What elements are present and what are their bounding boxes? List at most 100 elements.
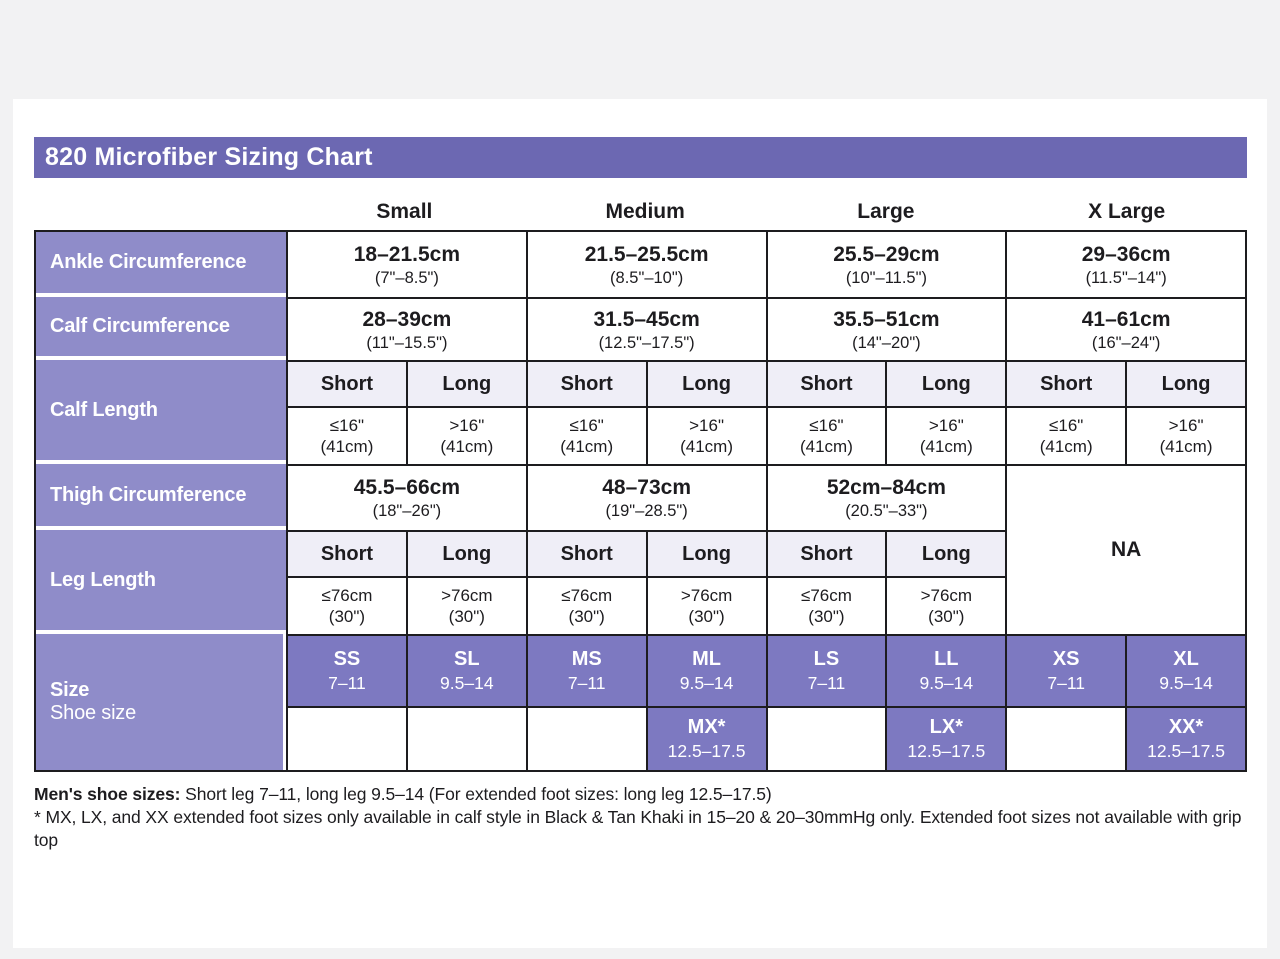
size-code: ML	[692, 648, 721, 670]
cell-thigh-large: 52cm–84cm (20.5"–33")	[765, 464, 1006, 530]
cell-x-large-na: NA	[1005, 464, 1245, 634]
leg-length-subheader-medium-short: Short	[525, 530, 646, 576]
size-code: MS	[571, 648, 602, 670]
cell-calf-circ-medium: 31.5–45cm (12.5"–17.5")	[525, 297, 766, 360]
footnote-shoe-sizes: Men's shoe sizes: Short leg 7–11, long l…	[34, 783, 1247, 806]
cell-size-lx: LX* 12.5–17.5	[885, 706, 1006, 770]
ankle-small-cm: 18–21.5cm	[353, 242, 460, 266]
footnote-shoe-sizes-rest: Short leg 7–11, long leg 9.5–14 (For ext…	[180, 784, 772, 804]
thigh-small-cm: 45.5–66cm	[353, 476, 460, 499]
size-code: SL	[454, 648, 480, 670]
row-label-leg-length: Leg Length	[36, 530, 286, 634]
cell-size-xl: XL 9.5–14	[1125, 634, 1245, 706]
calf-length-note: (41cm)	[1039, 437, 1093, 456]
column-header-x-large: X Large	[1088, 200, 1166, 223]
calf-length-subheader-x-large-long: Long	[1125, 360, 1245, 406]
size-range: 9.5–14	[679, 673, 734, 693]
calf-length-subheader-x-large-short: Short	[1005, 360, 1126, 406]
cell-thigh-medium: 48–73cm (19"–28.5")	[525, 464, 766, 530]
size-label-primary: Size	[50, 679, 90, 701]
leg-length-value: ≤76cm	[800, 586, 852, 605]
cell-calf-circ-small: 28–39cm (11"–15.5")	[286, 297, 526, 360]
calf-length-note: (41cm)	[680, 437, 734, 456]
calf-length-note: (41cm)	[1159, 437, 1213, 456]
leg-length-value: >76cm	[680, 586, 733, 605]
row-label-thigh-circumference: Thigh Circumference	[36, 464, 286, 530]
size-range: 7–11	[1047, 673, 1085, 693]
cell-calf-length-x-large-short: ≤16" (41cm)	[1005, 406, 1126, 464]
size-range: 12.5–17.5	[667, 741, 746, 761]
calf-length-note: (41cm)	[799, 437, 853, 456]
size-code: XS	[1052, 648, 1080, 670]
ankle-x-large-cm: 29–36cm	[1081, 242, 1171, 266]
calf-circ-large-cm: 35.5–51cm	[833, 307, 940, 331]
size-code: MX*	[687, 716, 726, 738]
cell-size-blank	[286, 706, 406, 770]
cell-calf-length-x-large-long: >16" (41cm)	[1125, 406, 1245, 464]
calf-length-value: >16"	[689, 416, 724, 435]
calf-circ-large-in: (14"–20")	[852, 333, 921, 352]
calf-length-value: ≤16"	[569, 416, 604, 435]
cell-leg-length-large-long: >76cm (30")	[885, 576, 1006, 634]
column-header-row: Small Medium Large X Large	[34, 194, 1247, 230]
column-header-medium: Medium	[605, 200, 685, 223]
cell-leg-length-large-short: ≤76cm (30")	[765, 576, 886, 634]
calf-length-subheader-large-long: Long	[885, 360, 1006, 406]
size-range: 7–11	[807, 673, 846, 693]
cell-size-ll: LL 9.5–14	[885, 634, 1006, 706]
calf-length-value: ≤16"	[1049, 416, 1084, 435]
calf-length-subheader-large-short: Short	[765, 360, 886, 406]
size-code: LX*	[929, 716, 963, 738]
size-code: XX*	[1168, 716, 1204, 738]
cell-size-ms: MS 7–11	[525, 634, 646, 706]
ankle-large-cm: 25.5–29cm	[833, 242, 940, 266]
leg-length-note: (30")	[448, 607, 485, 626]
cell-calf-length-medium-short: ≤16" (41cm)	[525, 406, 646, 464]
cell-size-ml: ML 9.5–14	[645, 634, 766, 706]
calf-length-value: ≤16"	[809, 416, 844, 435]
row-label-calf-circumference: Calf Circumference	[36, 297, 286, 360]
calf-length-subheader-medium-long: Long	[645, 360, 766, 406]
leg-length-subheader-large-long: Long	[885, 530, 1006, 576]
cell-leg-length-medium-long: >76cm (30")	[645, 576, 766, 634]
thigh-small-in: (18"–26")	[372, 502, 442, 520]
size-range: 9.5–14	[440, 673, 494, 693]
cell-size-xx: XX* 12.5–17.5	[1125, 706, 1245, 770]
calf-circ-medium-in: (12.5"–17.5")	[598, 333, 695, 352]
thigh-large-in: (20.5"–33")	[845, 502, 928, 520]
size-range: 9.5–14	[919, 673, 974, 693]
calf-length-subheader-medium-short: Short	[525, 360, 646, 406]
leg-length-note: (30")	[808, 607, 845, 626]
leg-length-subheader-small-short: Short	[286, 530, 406, 576]
row-label-ankle-circumference: Ankle Circumference	[36, 232, 286, 297]
column-header-large: Large	[857, 200, 915, 223]
ankle-medium-in: (8.5"–10")	[610, 268, 684, 287]
cell-ankle-small: 18–21.5cm (7"–8.5")	[286, 232, 526, 297]
chart-title-bar: 820 Microfiber Sizing Chart	[34, 137, 1247, 178]
calf-circ-x-large-cm: 41–61cm	[1081, 307, 1171, 331]
leg-length-subheader-small-long: Long	[405, 530, 526, 576]
cell-size-blank	[405, 706, 526, 770]
footnote-extended-sizes: * MX, LX, and XX extended foot sizes onl…	[34, 807, 1242, 850]
ankle-small-in: (7"–8.5")	[374, 268, 439, 287]
thigh-large-cm: 52cm–84cm	[826, 476, 946, 499]
calf-length-note: (41cm)	[560, 437, 614, 456]
leg-length-value: ≤76cm	[561, 586, 613, 605]
calf-length-note: (41cm)	[440, 437, 494, 456]
leg-length-note: (30")	[568, 607, 605, 626]
size-range: 12.5–17.5	[1147, 741, 1225, 761]
leg-length-note: (30")	[928, 607, 965, 626]
calf-length-value: ≤16"	[329, 416, 365, 435]
sizing-table: Ankle Circumference Calf Circumference C…	[34, 230, 1247, 772]
ankle-large-in: (10"–11.5")	[845, 268, 927, 287]
size-code: SS	[333, 648, 361, 670]
size-label-secondary: Shoe size	[50, 702, 137, 724]
ankle-medium-cm: 21.5–25.5cm	[584, 242, 709, 266]
leg-length-value: >76cm	[441, 586, 493, 605]
cell-size-blank	[765, 706, 886, 770]
size-range: 7–11	[328, 673, 366, 693]
cell-leg-length-small-long: >76cm (30")	[405, 576, 526, 634]
size-code: XL	[1173, 648, 1199, 670]
cell-size-ls: LS 7–11	[765, 634, 886, 706]
row-label-calf-length: Calf Length	[36, 360, 286, 464]
